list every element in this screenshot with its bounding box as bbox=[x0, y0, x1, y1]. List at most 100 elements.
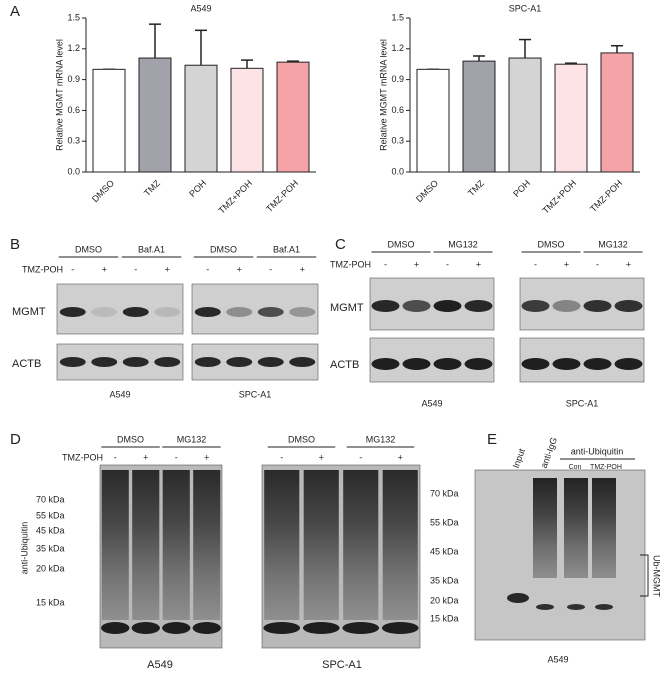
sign: - bbox=[534, 259, 537, 269]
y-tick-label: 0.0 bbox=[391, 166, 404, 176]
band bbox=[226, 307, 253, 317]
panel-letter: E bbox=[487, 431, 497, 448]
band bbox=[614, 300, 643, 312]
row-label: MGMT bbox=[330, 302, 364, 314]
band bbox=[583, 300, 612, 312]
sign: + bbox=[414, 259, 419, 269]
x-tick-label: DMSO bbox=[414, 178, 440, 204]
x-tick-label: TMZ+POH bbox=[540, 178, 578, 216]
marker-label: 20 kDa bbox=[36, 563, 65, 573]
marker-label: 45 kDa bbox=[430, 546, 459, 556]
marker-label: 70 kDa bbox=[430, 488, 459, 498]
band bbox=[289, 307, 316, 317]
sign: + bbox=[319, 452, 324, 462]
group-label: MG132 bbox=[448, 239, 478, 249]
bracket bbox=[640, 554, 649, 597]
sign: + bbox=[237, 264, 242, 274]
cell-line: SPC-A1 bbox=[566, 398, 599, 408]
panel-letter: C bbox=[335, 236, 346, 253]
x-tick-label: POH bbox=[187, 178, 208, 199]
y-tick-label: 0.3 bbox=[67, 136, 80, 146]
band bbox=[464, 300, 493, 312]
x-tick-label: TMZ-POH bbox=[588, 178, 624, 214]
band bbox=[154, 307, 181, 317]
group-label: MG132 bbox=[177, 434, 207, 444]
band bbox=[402, 300, 431, 312]
sign: + bbox=[143, 452, 148, 462]
band bbox=[257, 307, 284, 317]
band bbox=[192, 622, 221, 634]
smear bbox=[264, 470, 300, 620]
band bbox=[552, 300, 581, 312]
panel-letter: D bbox=[10, 431, 21, 448]
sign: - bbox=[280, 452, 283, 462]
group-label: DMSO bbox=[210, 244, 237, 254]
band bbox=[91, 357, 118, 367]
marker-label: 55 kDa bbox=[36, 510, 65, 520]
chart-title: A549 bbox=[190, 3, 211, 13]
marker-label: 55 kDa bbox=[430, 517, 459, 527]
x-tick-label: POH bbox=[511, 178, 532, 199]
smear bbox=[101, 470, 129, 620]
band bbox=[521, 300, 550, 312]
band bbox=[536, 604, 554, 610]
smear bbox=[162, 470, 190, 620]
band bbox=[521, 358, 550, 370]
sign: - bbox=[206, 264, 209, 274]
band bbox=[131, 622, 160, 634]
row-label: ACTB bbox=[330, 359, 359, 371]
x-tick-label: DMSO bbox=[90, 178, 116, 204]
chart-title: SPC-A1 bbox=[509, 3, 542, 13]
group-label: DMSO bbox=[538, 239, 565, 249]
bar bbox=[138, 57, 172, 173]
smear bbox=[343, 470, 379, 620]
group-label: DMSO bbox=[288, 434, 315, 444]
y-tick-label: 1.5 bbox=[391, 12, 404, 22]
x-tick-label: TMZ+POH bbox=[216, 178, 254, 216]
sign: + bbox=[102, 264, 107, 274]
band bbox=[381, 622, 419, 634]
bar bbox=[554, 63, 588, 173]
marker-label: 35 kDa bbox=[36, 543, 65, 553]
band bbox=[371, 358, 400, 370]
bar bbox=[230, 67, 264, 173]
group-label: MG132 bbox=[366, 434, 396, 444]
band bbox=[614, 358, 643, 370]
smear bbox=[132, 470, 160, 620]
bar bbox=[508, 57, 542, 173]
marker-label: 15 kDa bbox=[430, 613, 459, 623]
band-label: Ub-MGMT bbox=[652, 555, 662, 597]
band bbox=[342, 622, 380, 634]
cell-line: A549 bbox=[109, 389, 130, 399]
band bbox=[194, 307, 221, 317]
row-label: MGMT bbox=[12, 306, 46, 318]
marker-label: 45 kDa bbox=[36, 525, 65, 535]
band bbox=[257, 357, 284, 367]
ip-lane: Con bbox=[569, 464, 582, 471]
band bbox=[263, 622, 301, 634]
cell-line: A549 bbox=[147, 659, 173, 671]
panel-letter: B bbox=[10, 236, 20, 253]
y-axis-label: Relative MGMT mRNA level bbox=[378, 39, 388, 151]
sign: - bbox=[359, 452, 362, 462]
treatment-label: TMZ-POH bbox=[62, 452, 103, 462]
group-label: DMSO bbox=[117, 434, 144, 444]
sign: - bbox=[446, 259, 449, 269]
cell-line: SPC-A1 bbox=[239, 389, 272, 399]
band bbox=[371, 300, 400, 312]
sign: - bbox=[175, 452, 178, 462]
band bbox=[507, 593, 529, 603]
group-label: DMSO bbox=[75, 244, 102, 254]
bar bbox=[416, 68, 450, 173]
band bbox=[122, 357, 149, 367]
sign: + bbox=[300, 264, 305, 274]
x-tick-label: TMZ-POH bbox=[264, 178, 300, 214]
y-tick-label: 0.0 bbox=[67, 166, 80, 176]
cell-line: A549 bbox=[547, 654, 568, 664]
band bbox=[289, 357, 316, 367]
x-tick-label: TMZ bbox=[466, 178, 487, 199]
y-tick-label: 1.2 bbox=[67, 43, 80, 53]
band bbox=[154, 357, 181, 367]
bar bbox=[462, 60, 496, 173]
panel-letter: A bbox=[10, 3, 20, 20]
